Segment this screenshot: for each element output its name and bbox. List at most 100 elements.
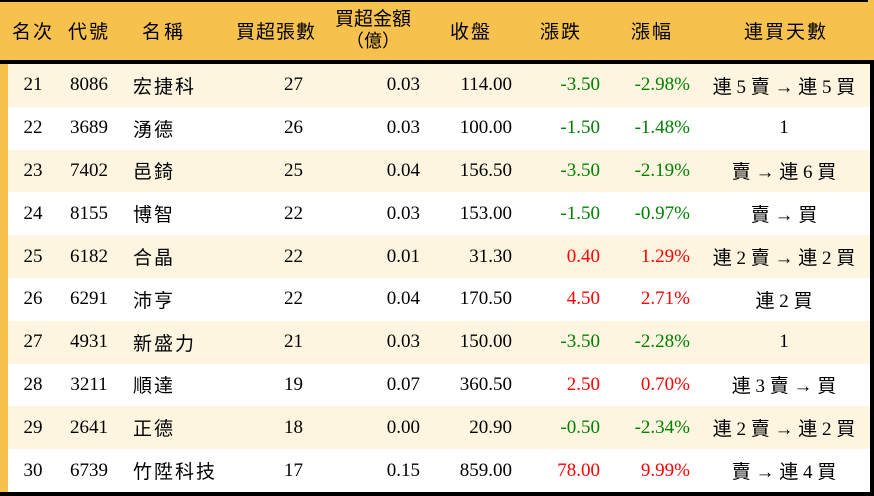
cell-volume: 19 bbox=[284, 373, 303, 395]
cell-code: 8155 bbox=[70, 202, 108, 224]
cell-amount: 0.15 bbox=[386, 459, 420, 481]
cell-amount: 0.03 bbox=[386, 117, 420, 139]
cell-name: 沛亨 bbox=[133, 290, 176, 312]
cell-rank: 22 bbox=[23, 117, 43, 139]
cell-close: 170.50 bbox=[459, 288, 512, 310]
cell-code: 6739 bbox=[70, 459, 108, 481]
cell-streak: 連 2 買 bbox=[755, 290, 813, 312]
cell-pct: -1.48% bbox=[634, 117, 690, 139]
table-header: 名次 代號 名稱 買超張數 買超金額 （億） 收盤 漲跌 漲幅 連買天數 bbox=[0, 0, 874, 60]
cell-code: 8086 bbox=[70, 74, 108, 96]
right-border bbox=[870, 60, 874, 496]
cell-rank: 29 bbox=[23, 416, 43, 438]
col-header-close: 收盤 bbox=[449, 21, 492, 43]
cell-volume: 22 bbox=[284, 202, 303, 224]
table-row: 23 7402 邑錡 25 0.04 156.50 -3.50 -2.19% 賣… bbox=[8, 149, 870, 193]
cell-name: 正德 bbox=[133, 419, 176, 441]
left-accent-stripe bbox=[0, 0, 8, 496]
cell-volume: 22 bbox=[284, 288, 303, 310]
cell-change: 2.50 bbox=[566, 373, 600, 395]
cell-name: 合晶 bbox=[133, 248, 176, 270]
cell-close: 156.50 bbox=[459, 159, 512, 181]
cell-close: 150.00 bbox=[459, 331, 512, 353]
cell-change: 4.50 bbox=[566, 288, 600, 310]
cell-amount: 0.00 bbox=[386, 416, 420, 438]
cell-name: 順達 bbox=[133, 376, 176, 398]
cell-close: 114.00 bbox=[460, 74, 512, 96]
bottom-border bbox=[0, 492, 874, 496]
col-header-code: 代號 bbox=[67, 21, 110, 43]
cell-streak: 賣 → 連 4 買 bbox=[731, 462, 837, 484]
cell-close: 360.50 bbox=[459, 373, 512, 395]
cell-rank: 24 bbox=[23, 202, 43, 224]
col-header-change: 漲跌 bbox=[539, 21, 582, 43]
table-row: 29 2641 正德 18 0.00 20.90 -0.50 -2.34% 連 … bbox=[8, 406, 870, 450]
col-header-amount: 買超金額 （億） bbox=[320, 9, 426, 52]
col-header-name: 名稱 bbox=[142, 21, 187, 43]
cell-pct: 0.70% bbox=[640, 373, 690, 395]
cell-amount: 0.07 bbox=[386, 373, 420, 395]
cell-streak: 1 bbox=[779, 331, 789, 353]
table-row: 28 3211 順達 19 0.07 360.50 2.50 0.70% 連 3… bbox=[8, 363, 870, 407]
table-row: 21 8086 宏捷科 27 0.03 114.00 -3.50 -2.98% … bbox=[8, 64, 870, 107]
cell-name: 邑錡 bbox=[133, 162, 176, 184]
col-header-pct: 漲幅 bbox=[630, 21, 673, 43]
cell-rank: 27 bbox=[23, 331, 43, 353]
cell-rank: 28 bbox=[23, 373, 43, 395]
cell-amount: 0.03 bbox=[386, 74, 420, 96]
cell-rank: 25 bbox=[23, 245, 43, 267]
cell-change: 0.40 bbox=[566, 245, 600, 267]
cell-code: 3211 bbox=[70, 373, 108, 395]
cell-change: -3.50 bbox=[560, 74, 600, 96]
cell-name: 竹陞科技 bbox=[133, 462, 218, 484]
cell-amount: 0.04 bbox=[386, 159, 420, 181]
cell-pct: 2.71% bbox=[640, 288, 690, 310]
cell-amount: 0.03 bbox=[386, 331, 420, 353]
cell-streak: 連 5 賣 → 連 5 買 bbox=[712, 76, 856, 98]
cell-change: -0.50 bbox=[560, 416, 600, 438]
cell-streak: 連 3 賣 → 買 bbox=[731, 376, 837, 398]
table-row: 27 4931 新盛力 21 0.03 150.00 -3.50 -2.28% … bbox=[8, 320, 870, 364]
cell-change: -1.50 bbox=[560, 117, 600, 139]
cell-volume: 25 bbox=[284, 159, 303, 181]
cell-rank: 23 bbox=[23, 159, 43, 181]
top-border bbox=[0, 0, 868, 2]
cell-code: 6182 bbox=[70, 245, 108, 267]
cell-name: 湧德 bbox=[133, 119, 176, 141]
table-body: 21 8086 宏捷科 27 0.03 114.00 -3.50 -2.98% … bbox=[8, 64, 870, 492]
table-row: 25 6182 合晶 22 0.01 31.30 0.40 1.29% 連 2 … bbox=[8, 235, 870, 278]
table-row: 24 8155 博智 22 0.03 153.00 -1.50 -0.97% 賣… bbox=[8, 192, 870, 236]
table-row: 30 6739 竹陞科技 17 0.15 859.00 78.00 9.99% … bbox=[8, 449, 870, 492]
cell-pct: 1.29% bbox=[640, 245, 690, 267]
cell-change: -3.50 bbox=[560, 331, 600, 353]
cell-volume: 22 bbox=[284, 245, 303, 267]
table-row: 22 3689 湧德 26 0.03 100.00 -1.50 -1.48% 1 bbox=[8, 106, 870, 150]
cell-name: 博智 bbox=[133, 205, 176, 227]
cell-change: 78.00 bbox=[557, 459, 600, 481]
cell-rank: 21 bbox=[23, 74, 43, 96]
cell-rank: 30 bbox=[23, 459, 43, 481]
cell-code: 7402 bbox=[70, 159, 108, 181]
cell-amount: 0.01 bbox=[386, 245, 420, 267]
cell-code: 2641 bbox=[70, 416, 108, 438]
cell-change: -3.50 bbox=[560, 159, 600, 181]
cell-name: 新盛力 bbox=[133, 333, 197, 355]
cell-pct: 9.99% bbox=[640, 459, 690, 481]
cell-pct: -2.34% bbox=[634, 416, 690, 438]
cell-pct: -2.28% bbox=[634, 331, 690, 353]
cell-streak: 1 bbox=[779, 117, 789, 139]
cell-close: 20.90 bbox=[469, 416, 512, 438]
table-row: 26 6291 沛亨 22 0.04 170.50 4.50 2.71% 連 2… bbox=[8, 277, 870, 321]
cell-amount: 0.03 bbox=[386, 202, 420, 224]
cell-close: 153.00 bbox=[459, 202, 512, 224]
cell-change: -1.50 bbox=[560, 202, 600, 224]
cell-volume: 21 bbox=[284, 331, 303, 353]
cell-volume: 27 bbox=[284, 74, 303, 96]
col-header-streak: 連買天數 bbox=[743, 21, 828, 43]
cell-name: 宏捷科 bbox=[133, 76, 197, 98]
cell-pct: -2.19% bbox=[634, 159, 690, 181]
cell-streak: 連 2 賣 → 連 2 買 bbox=[712, 248, 856, 270]
cell-close: 31.30 bbox=[469, 245, 512, 267]
cell-streak: 連 2 賣 → 連 2 買 bbox=[712, 419, 856, 441]
